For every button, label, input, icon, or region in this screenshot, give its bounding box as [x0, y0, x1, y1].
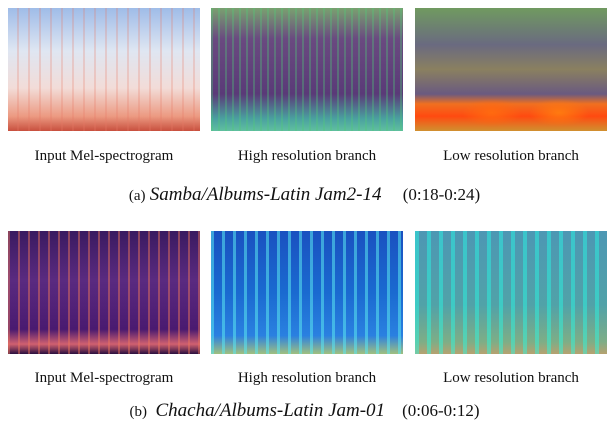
panel-label: Low resolution branch — [443, 370, 579, 386]
heatmap-image — [211, 231, 403, 354]
panel-label: High resolution branch — [237, 370, 377, 386]
panel-label: Input Mel-spectrogram — [34, 148, 174, 164]
caption-tag: (b) — [129, 404, 147, 420]
panel-label: High resolution branch — [237, 148, 377, 164]
spectrogram-image — [8, 231, 200, 354]
panel-label: Low resolution branch — [443, 148, 579, 164]
caption-time: (0:06-0:12) — [402, 401, 480, 420]
caption-title: Samba/Albums-Latin Jam2-14 — [149, 184, 382, 205]
heatmap-image — [211, 8, 403, 131]
heatmap-image — [415, 231, 607, 354]
caption-tag: (a) — [128, 188, 146, 204]
caption: (b) Chacha/Albums-Latin Jam-01 (0:06-0:1… — [0, 400, 609, 422]
caption-time: (0:18-0:24) — [402, 185, 481, 204]
caption-title: Chacha/Albums-Latin Jam-01 — [155, 400, 386, 421]
caption: (a) Samba/Albums-Latin Jam2-14 (0:18-0:2… — [0, 184, 609, 206]
heatmap-image — [415, 8, 607, 131]
spectrogram-image — [8, 8, 200, 131]
panel-label: Input Mel-spectrogram — [34, 370, 174, 386]
